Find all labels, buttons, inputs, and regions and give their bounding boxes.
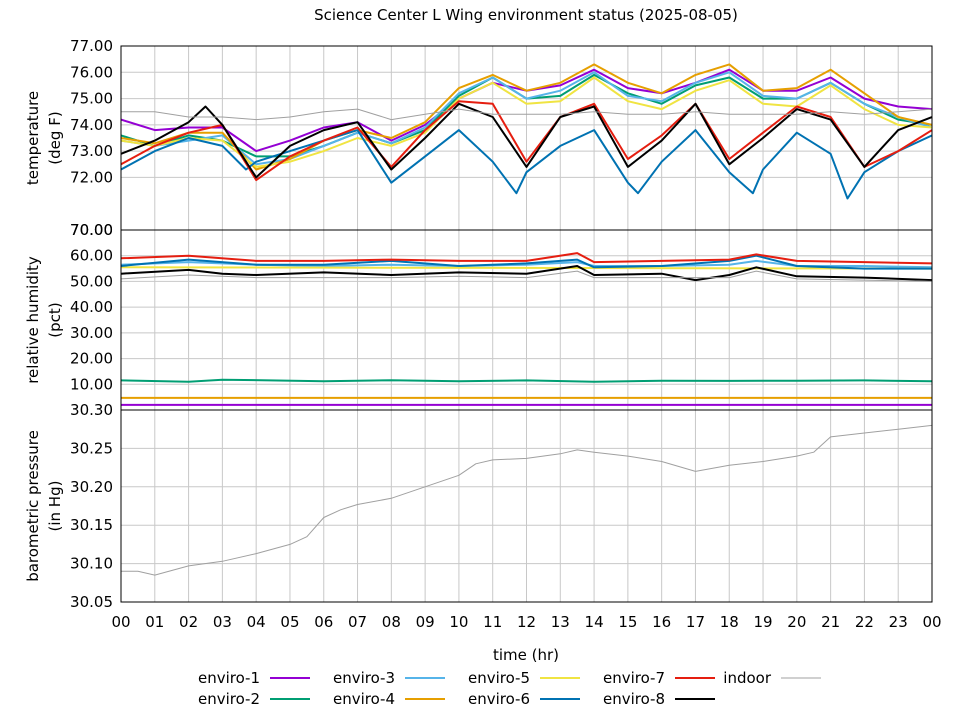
x-tick-label: 11 — [483, 613, 502, 631]
series-line-enviro-2 — [121, 378, 932, 383]
y-tick-label: 60.00 — [70, 247, 113, 265]
legend-item-enviro-2: enviro-2 — [198, 690, 310, 708]
y-tick-label: 30.30 — [70, 401, 113, 419]
x-tick-label: 00 — [922, 613, 941, 631]
x-tick-label: 23 — [889, 613, 908, 631]
y-tick-label: 30.15 — [70, 516, 113, 534]
series-line-enviro-5 — [121, 266, 932, 270]
x-tick-label: 09 — [416, 613, 435, 631]
y-tick-label: 72.00 — [70, 168, 113, 186]
series-group — [121, 252, 932, 406]
panel-frame — [120, 409, 933, 603]
series-line-indoor — [121, 424, 932, 576]
x-tick-label: 20 — [787, 613, 806, 631]
legend-item-enviro-4: enviro-4 — [333, 690, 445, 708]
x-tick-label: 14 — [585, 613, 604, 631]
y-tick-label: 10.00 — [70, 375, 113, 393]
chart-title: Science Center L Wing environment status… — [314, 6, 738, 24]
x-tick-label: 01 — [145, 613, 164, 631]
y-tick-label: 74.00 — [70, 116, 113, 134]
y-tick-label: 70.00 — [70, 221, 113, 239]
legend-label: enviro-3 — [333, 669, 395, 687]
legend: enviro-1 enviro-2 enviro-3 enviro-4 enviro-5… — [198, 669, 821, 708]
legend-label: enviro-4 — [333, 690, 395, 708]
legend-item-indoor: indoor — [723, 669, 821, 687]
y-tick-label: 70.00 — [70, 221, 113, 239]
x-axis-label: time (hr) — [493, 646, 559, 664]
y-axis-label: relative humidity — [24, 256, 42, 384]
x-tick-label: 17 — [686, 613, 705, 631]
x-tick-label: 02 — [179, 613, 198, 631]
legend-item-enviro-6: enviro-6 — [468, 690, 580, 708]
legend-label: enviro-5 — [468, 669, 530, 687]
y-tick-label: 40.00 — [70, 298, 113, 316]
panel-pressure: 30.05 30.10 30.15 30.20 30.25 30.30 barometric… — [24, 401, 933, 611]
y-tick-label: 30.05 — [70, 593, 113, 611]
y-tick-label: 30.10 — [70, 555, 113, 573]
legend-label: enviro-7 — [603, 669, 665, 687]
y-tick-label: 76.00 — [70, 63, 113, 81]
legend-label: enviro-6 — [468, 690, 530, 708]
x-axis: 00 01 02 03 04 05 06 07 08 09 10 11 12 13 14 15 16 17 18 19… — [111, 613, 941, 631]
y-tick-label: 75.00 — [70, 90, 113, 108]
x-tick-label: 16 — [652, 613, 671, 631]
legend-item-enviro-7: enviro-7 — [603, 669, 715, 687]
legend-item-enviro-8: enviro-8 — [603, 690, 715, 708]
y-tick-label: 30.00 — [70, 324, 113, 342]
x-tick-label: 06 — [314, 613, 333, 631]
series-line-enviro-7 — [121, 100, 932, 182]
series-line-enviro-6 — [121, 254, 932, 270]
panel-humidity: 10.00 20.00 30.00 40.00 50.00 60.00 70.00 relat… — [24, 221, 933, 411]
y-tick-label: 77.00 — [70, 37, 113, 55]
x-tick-label: 04 — [247, 613, 266, 631]
legend-label: indoor — [723, 669, 772, 687]
y-axis-label: barometric pressure — [24, 430, 42, 582]
x-tick-label: 12 — [517, 613, 536, 631]
x-tick-label: 08 — [382, 613, 401, 631]
x-tick-label: 21 — [821, 613, 840, 631]
x-tick-label: 15 — [618, 613, 637, 631]
legend-label: enviro-8 — [603, 690, 665, 708]
x-tick-label: 10 — [449, 613, 468, 631]
y-axis-label: temperature — [24, 91, 42, 185]
panel-temperature: 70.00 72.00 73.00 74.00 75.00 76.00 77.00 tempe… — [24, 37, 933, 239]
series-line-enviro-8 — [121, 265, 932, 282]
x-tick-label: 22 — [855, 613, 874, 631]
y-tick-label: 30.25 — [70, 439, 113, 457]
plot-panels: 70.00 72.00 73.00 74.00 75.00 76.00 77.00 tempe… — [24, 37, 933, 611]
y-tick-label: 73.00 — [70, 142, 113, 160]
series-group — [121, 63, 932, 200]
series-line-enviro-7 — [121, 252, 932, 265]
x-tick-label: 18 — [720, 613, 739, 631]
y-axis-label: (in Hg) — [46, 481, 64, 532]
legend-label: enviro-1 — [198, 669, 260, 687]
y-axis-label: (deg F) — [46, 111, 64, 164]
y-axis-label: (pct) — [46, 302, 64, 337]
y-tick-label: 30.20 — [70, 478, 113, 496]
x-tick-label: 19 — [753, 613, 772, 631]
legend-item-enviro-3: enviro-3 — [333, 669, 445, 687]
series-line-enviro-6 — [121, 129, 932, 200]
x-tick-label: 07 — [348, 613, 367, 631]
y-tick-label: 20.00 — [70, 350, 113, 368]
series-line-indoor — [121, 108, 932, 121]
legend-label: enviro-2 — [198, 690, 260, 708]
x-tick-label: 13 — [551, 613, 570, 631]
x-tick-label: 05 — [280, 613, 299, 631]
x-tick-label: 03 — [213, 613, 232, 631]
legend-item-enviro-5: enviro-5 — [468, 669, 580, 687]
y-tick-label: 50.00 — [70, 272, 113, 290]
series-group — [121, 424, 932, 576]
series-line-indoor — [121, 270, 932, 282]
series-line-enviro-3 — [121, 71, 932, 166]
legend-item-enviro-1: enviro-1 — [198, 669, 310, 687]
series-line-enviro-4 — [121, 63, 932, 171]
x-tick-label: 00 — [111, 613, 130, 631]
